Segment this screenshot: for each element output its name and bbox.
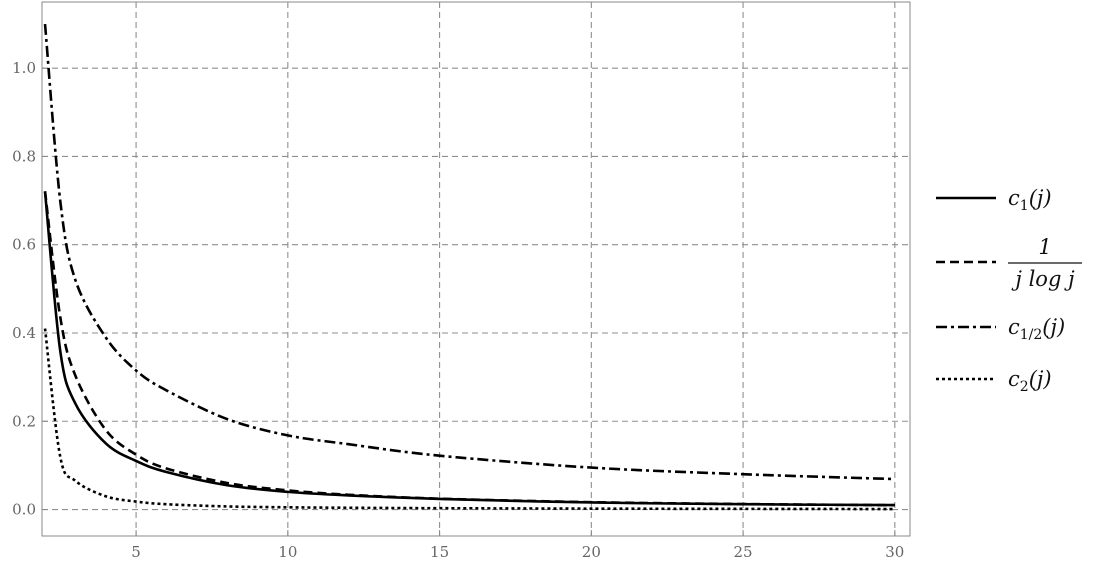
y-tick-label: 0.6	[12, 236, 36, 254]
y-tick-label: 0.0	[12, 501, 36, 519]
legend-label: c1/2(j)	[1008, 315, 1065, 343]
plot-frame	[41, 1, 911, 537]
x-tick-label: 15	[430, 543, 449, 561]
series-line-solid	[43, 191, 895, 507]
y-tick-label: 0.8	[12, 147, 36, 165]
x-tick-label: 5	[131, 543, 141, 561]
legend-label-base: c	[1008, 367, 1020, 391]
series-curves	[43, 23, 895, 511]
legend-label-subscript: 2	[1020, 379, 1029, 395]
legend-label-argument: (j)	[1029, 186, 1052, 210]
legend-label-base: c	[1008, 315, 1020, 339]
legend-label: c1(j)	[1008, 186, 1052, 214]
legend: c1(j)1j log jc1/2(j)c2(j)	[936, 186, 1082, 395]
legend-label-subscript: 1/2	[1020, 327, 1043, 343]
x-tick-label: 10	[278, 543, 297, 561]
legend-label-subscript: 1	[1020, 198, 1029, 214]
x-tick-label: 25	[734, 543, 753, 561]
legend-label-denominator: j log j	[1011, 267, 1075, 291]
y-tick-label: 1.0	[12, 59, 36, 77]
x-tick-label: 30	[885, 543, 904, 561]
y-tick-label: 0.2	[12, 412, 36, 430]
x-tick-label: 20	[582, 543, 601, 561]
series-line-dashdot	[43, 23, 895, 481]
legend-label-numerator: 1	[1038, 235, 1051, 259]
legend-label-base: c	[1008, 186, 1020, 210]
series-line-dashed	[43, 191, 895, 507]
y-tick-label: 0.4	[12, 324, 36, 342]
grid	[42, 2, 910, 536]
legend-label: c2(j)	[1008, 367, 1052, 395]
series-line-dotted	[43, 328, 895, 511]
legend-label-argument: (j)	[1029, 367, 1052, 391]
tick-labels: 5 10 15 20 25 30 0.0 0.2 0.4 0.6 0.8 1.0	[12, 59, 904, 561]
legend-label-argument: (j)	[1042, 315, 1065, 339]
